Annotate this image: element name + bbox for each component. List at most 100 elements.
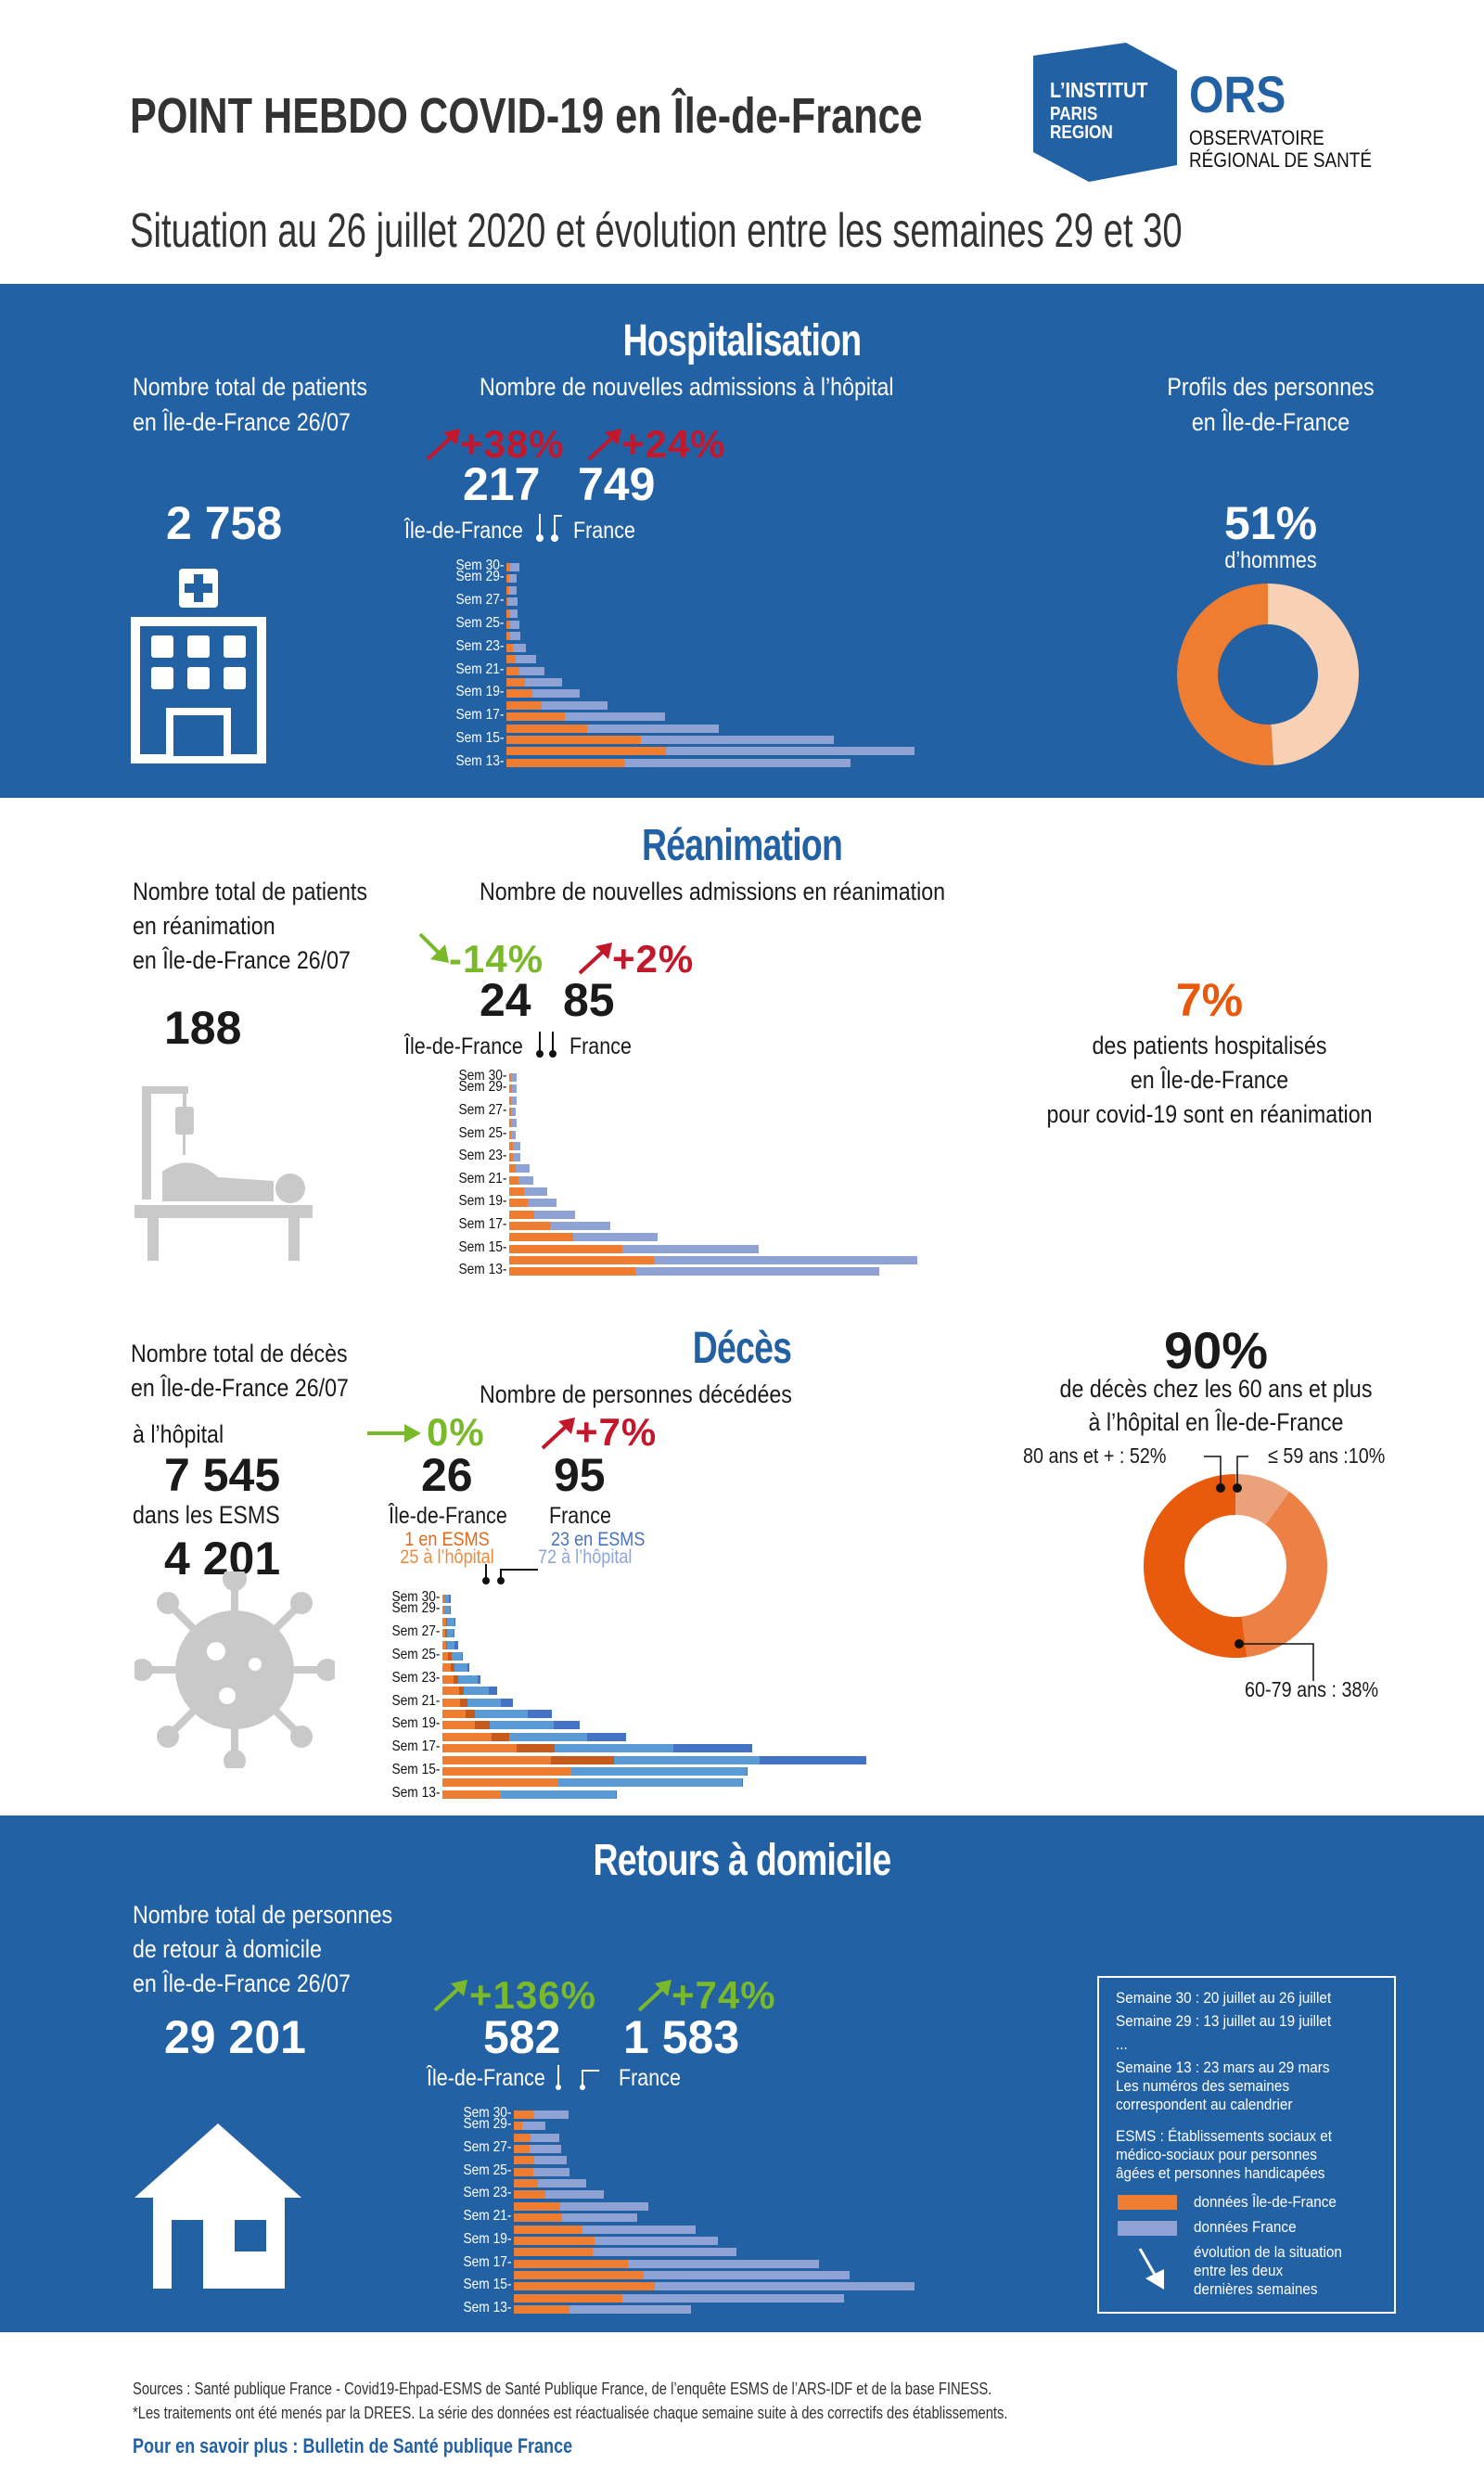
- deces-idf-change: 0%: [427, 1410, 485, 1454]
- bar-le-de-france-h-pital: [442, 1778, 558, 1788]
- bar-le-de-france-h-pital: [442, 1674, 454, 1684]
- week-label: Sem 13-: [454, 752, 504, 769]
- week-label: Sem 15-: [390, 1762, 440, 1777]
- bar-ile-de-france: [506, 563, 510, 571]
- rea-fr-value: 85: [563, 974, 615, 1026]
- bar-ile-de-france: [514, 2293, 623, 2303]
- bar-france-h-pital: [446, 1617, 455, 1626]
- bar-france-esms: [527, 1710, 553, 1718]
- bar-ile-de-france: [506, 621, 510, 629]
- rea-idf-label: Île-de-France: [404, 1033, 523, 1059]
- rea-fr-label: France: [569, 1033, 632, 1059]
- week-label: Sem 13-: [390, 1784, 440, 1801]
- deces-total-label: en Île-de-France 26/07: [131, 1374, 349, 1402]
- bar-france: [506, 700, 608, 710]
- bar-france: [506, 712, 665, 722]
- bar-ile-de-france: [506, 758, 625, 767]
- week-label: Sem 17-: [390, 1738, 440, 1755]
- week-label: Sem 27-: [454, 592, 504, 609]
- bar-france: [514, 2293, 844, 2303]
- week-label: Sem 21-: [454, 661, 504, 677]
- patient-bed-icon: [134, 1086, 313, 1261]
- hospital-icon: [131, 569, 266, 763]
- deces-fr-hosp: 72 à l’hôpital: [538, 1546, 633, 1568]
- retours-total-label: Nombre total de personnes: [133, 1901, 393, 1929]
- footer-note: *Les traitements ont été menés par la DR…: [133, 2404, 1008, 2422]
- hosp-idf-change: +38%: [460, 422, 565, 466]
- deces-age-label: de décès chez les 60 ans et plus: [1059, 1375, 1373, 1403]
- deces-title: Décès: [692, 1324, 792, 1373]
- bar-ile-de-france: [506, 689, 533, 699]
- legend-evol-label: dernières semaines: [1194, 2280, 1318, 2298]
- bar-ile-de-france: [509, 1210, 534, 1219]
- week-label: Sem 27-: [462, 2139, 511, 2156]
- rea-total-label: en Île-de-France 26/07: [133, 946, 351, 974]
- bar-france-h-pital: [467, 1698, 502, 1707]
- bar-france-esms: [587, 1732, 627, 1741]
- deces-idf-label: Île-de-France: [389, 1503, 507, 1529]
- week-label: Sem 19-: [457, 1193, 506, 1210]
- bar-ile-de-france: [506, 736, 642, 744]
- bar-france: [509, 1130, 517, 1139]
- deces-hosp-label: à l’hôpital: [133, 1420, 224, 1448]
- arrow-up-right-icon: [433, 1980, 467, 2012]
- week-label: Sem 25-: [454, 615, 504, 631]
- deces-fr-change: +7%: [575, 1410, 658, 1454]
- pointer-icon: [536, 1032, 556, 1058]
- bar-france: [509, 1073, 518, 1082]
- bar-france: [514, 2190, 604, 2200]
- bar-france-h-pital: [446, 1640, 454, 1649]
- bar-france: [514, 2236, 719, 2245]
- bar-france-esms: [450, 1606, 452, 1615]
- hosp-title: Hospitalisation: [622, 316, 862, 366]
- bar-ile-de-france: [514, 2122, 523, 2131]
- legend-line: Les numéros des semaines: [1116, 2077, 1290, 2095]
- bar-france: [514, 2201, 648, 2211]
- retours-fr-value: 1 583: [623, 2011, 740, 2063]
- bar-france-esms: [616, 1790, 618, 1799]
- bar-le-de-france-esms: [466, 1710, 475, 1718]
- bar-france: [506, 609, 518, 618]
- week-label: Sem 29-: [457, 1079, 506, 1096]
- hosp-men-pct: 51%: [1223, 497, 1318, 549]
- bar-france: [506, 678, 562, 686]
- hosp-fr-label: France: [573, 518, 635, 544]
- bar-france-esms: [477, 1674, 481, 1684]
- logo-ors-line2: RÉGIONAL DE SANTÉ: [1189, 148, 1372, 172]
- deces-idf-value: 26: [421, 1449, 473, 1501]
- bar-le-de-france-esms: [491, 1732, 509, 1741]
- bar-ile-de-france: [514, 2236, 595, 2245]
- bar-france: [514, 2167, 569, 2176]
- bar-le-de-france-esms: [459, 1687, 464, 1696]
- deces-age-pct: 90%: [1163, 1321, 1269, 1379]
- bar-le-de-france-esms: [459, 1698, 468, 1707]
- bar-le-de-france-h-pital: [442, 1767, 571, 1776]
- week-label: Sem 25-: [462, 2162, 511, 2178]
- bar-le-de-france-esms: [454, 1674, 459, 1684]
- rea-share-pct: 7%: [1175, 974, 1244, 1026]
- bar-france-h-pital: [554, 1744, 673, 1753]
- arrow-up-right-icon: [587, 429, 621, 461]
- footer-more-link[interactable]: Pour en savoir plus : Bulletin de Santé …: [133, 2434, 573, 2457]
- bar-ile-de-france: [509, 1073, 512, 1082]
- bar-ile-de-france: [514, 2110, 534, 2119]
- bar-france: [514, 2133, 560, 2142]
- week-label: Sem 23-: [454, 637, 504, 654]
- bar-france: [509, 1107, 516, 1116]
- bar-ile-de-france: [509, 1141, 514, 1150]
- week-label: Sem 19-: [390, 1715, 440, 1732]
- retours-idf-change: +136%: [469, 1973, 596, 2017]
- bar-france: [509, 1210, 575, 1219]
- legend-box: Semaine 30 : 20 juillet au 26 juillet Se…: [1097, 1976, 1396, 2314]
- donut-slice: [1177, 584, 1274, 765]
- bar-france: [509, 1175, 533, 1185]
- donut-slice: [1235, 1474, 1290, 1525]
- deces-esms-total: 4 201: [164, 1533, 281, 1584]
- rea-share-label: en Île-de-France: [1130, 1066, 1289, 1094]
- legend-line: Semaine 13 : 23 mars au 29 mars: [1116, 2059, 1330, 2076]
- retours-total-value: 29 201: [164, 2011, 306, 2063]
- bar-le-de-france-h-pital: [442, 1663, 452, 1673]
- page-title: POINT HEBDO COVID-19 en Île-de-France: [130, 88, 923, 144]
- bar-france: [509, 1084, 518, 1094]
- bar-le-de-france-h-pital: [442, 1629, 446, 1638]
